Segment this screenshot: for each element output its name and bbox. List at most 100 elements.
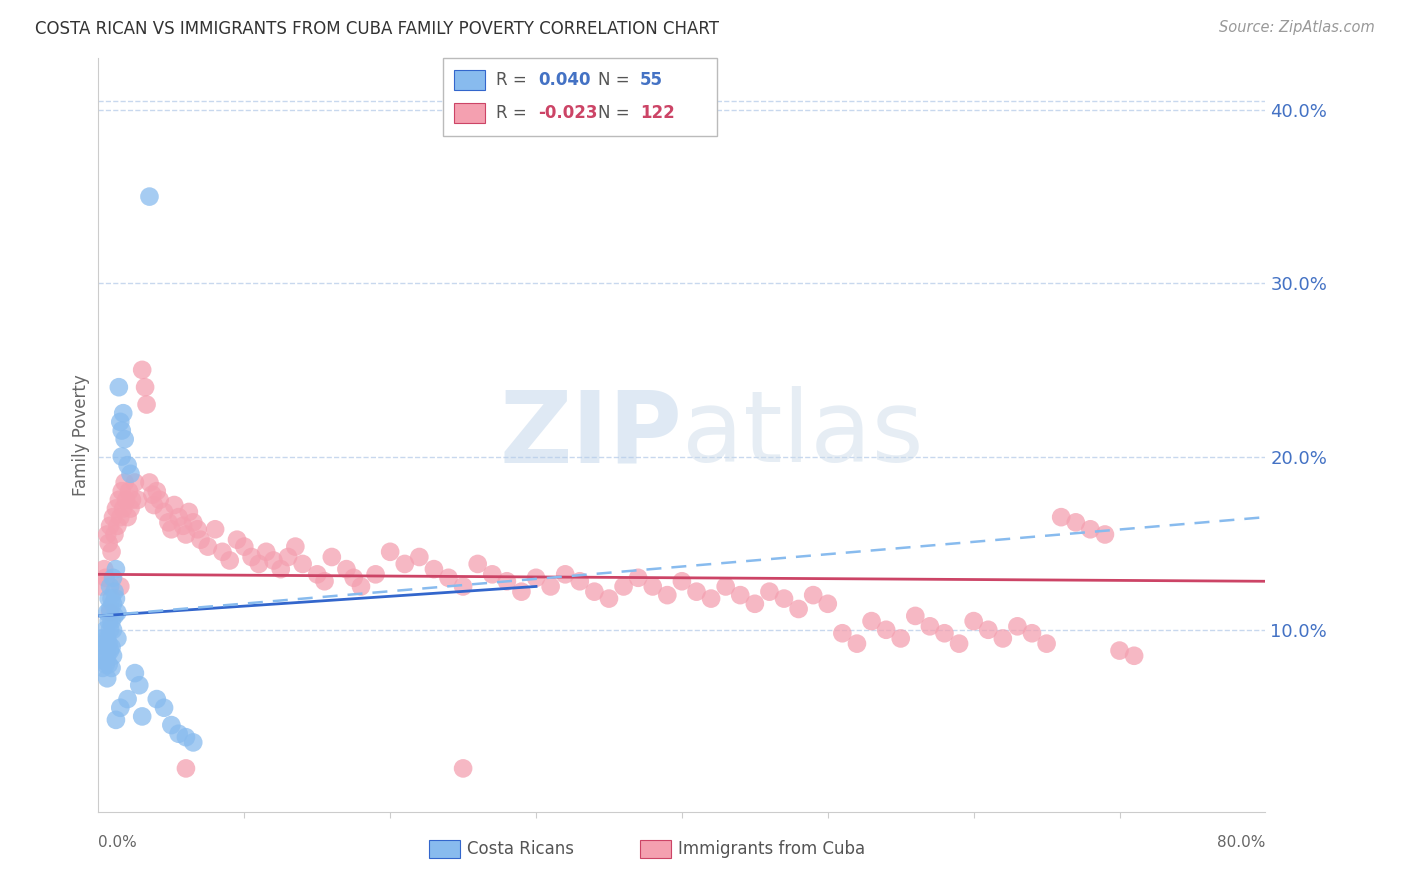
Text: Immigrants from Cuba: Immigrants from Cuba (678, 840, 865, 858)
Point (124, 475, 146, 490)
Point (787, 602, 810, 616)
Point (744, 597, 766, 611)
Point (343, 571, 366, 585)
Point (612, 579, 634, 593)
Point (335, 562, 357, 576)
Point (100, 661, 122, 675)
Point (127, 492, 149, 507)
Point (773, 591, 796, 606)
Point (101, 510, 124, 524)
Point (93, 637, 115, 651)
Point (598, 591, 620, 606)
Point (117, 458, 139, 472)
Point (1064, 516, 1087, 530)
Text: 55: 55 (640, 71, 662, 89)
Point (98, 643, 121, 657)
Text: 0.040: 0.040 (538, 71, 591, 89)
Point (714, 579, 737, 593)
Point (110, 579, 132, 593)
Point (495, 574, 517, 589)
Point (94, 623, 117, 637)
Point (190, 533, 212, 547)
Point (93, 654, 115, 668)
Point (291, 557, 314, 571)
Point (163, 498, 186, 512)
Point (1108, 643, 1130, 657)
Point (110, 415, 132, 429)
Point (117, 510, 139, 524)
Text: atlas: atlas (682, 386, 924, 483)
Point (218, 553, 240, 567)
Point (101, 571, 124, 585)
Point (103, 608, 125, 623)
Point (108, 492, 131, 507)
Point (104, 562, 127, 576)
Point (104, 501, 127, 516)
Point (142, 498, 165, 512)
Point (758, 584, 780, 599)
Point (875, 623, 897, 637)
Point (114, 432, 136, 446)
Point (284, 540, 307, 554)
Point (110, 700, 132, 714)
Text: 80.0%: 80.0% (1218, 836, 1265, 850)
Point (110, 510, 132, 524)
Point (118, 484, 141, 499)
Point (105, 632, 128, 646)
Point (277, 549, 299, 564)
Text: ZIP: ZIP (499, 386, 682, 483)
Point (115, 492, 138, 507)
Text: -0.023: -0.023 (538, 104, 598, 122)
Point (146, 484, 169, 499)
Point (1080, 522, 1102, 536)
Point (364, 567, 387, 582)
Point (100, 614, 122, 628)
Text: 0.0%: 0.0% (98, 836, 138, 850)
Point (307, 567, 329, 582)
Point (153, 700, 176, 714)
Point (103, 584, 125, 599)
Text: R =: R = (496, 104, 533, 122)
Point (90, 579, 112, 593)
Point (977, 623, 1000, 637)
Point (111, 424, 134, 438)
Point (93, 562, 115, 576)
Point (247, 557, 270, 571)
Point (378, 545, 402, 559)
Point (641, 579, 664, 593)
Point (97, 637, 120, 651)
Point (350, 579, 373, 593)
Point (96, 648, 118, 663)
Point (1035, 637, 1057, 651)
Text: Costa Ricans: Costa Ricans (467, 840, 574, 858)
Point (187, 522, 209, 536)
Point (211, 545, 233, 559)
Point (181, 735, 204, 749)
Point (149, 492, 172, 507)
Point (817, 597, 839, 611)
Point (524, 571, 547, 585)
Point (801, 588, 824, 602)
Text: R =: R = (496, 71, 533, 89)
Point (153, 505, 176, 519)
Point (96, 671, 118, 685)
Point (160, 718, 183, 732)
Point (314, 574, 336, 589)
Point (270, 562, 292, 576)
Point (111, 450, 134, 464)
Point (97, 536, 120, 550)
Point (114, 475, 136, 490)
Point (568, 574, 591, 589)
Point (138, 189, 160, 203)
Point (262, 553, 284, 567)
Point (671, 574, 693, 589)
Point (174, 761, 197, 775)
Point (131, 709, 153, 723)
Point (120, 501, 142, 516)
Point (98, 602, 121, 616)
Point (181, 516, 204, 530)
Point (104, 591, 127, 606)
Point (101, 623, 124, 637)
Text: 122: 122 (640, 104, 675, 122)
Point (103, 527, 125, 541)
